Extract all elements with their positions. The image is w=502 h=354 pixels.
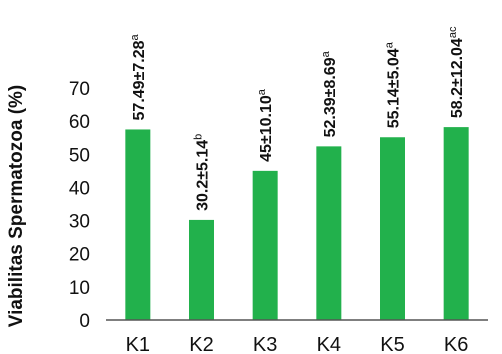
category-label: K6 <box>444 334 468 354</box>
data-label: 52.39±8.69a <box>320 50 339 137</box>
data-label-value: 57.49±7.28 <box>131 40 148 120</box>
bar <box>252 170 278 320</box>
data-label: 58.2±12.04ac <box>447 26 466 118</box>
bar <box>316 146 342 320</box>
y-tick-label: 60 <box>69 112 90 133</box>
data-label-value: 58.2±12.04 <box>449 38 466 118</box>
data-label-superscript: a <box>384 41 396 48</box>
y-axis-ticks: 0 10 20 30 40 50 60 70 <box>69 79 90 332</box>
category-label: K2 <box>189 334 213 354</box>
data-label-superscript: a <box>320 50 332 57</box>
category-label: K5 <box>380 334 404 354</box>
data-label-value: 55.14±5.04 <box>386 48 403 128</box>
data-label: 30.2±5.14b <box>193 134 212 211</box>
x-axis-categories: K1 K2 K3 K4 K5 K6 <box>126 334 469 354</box>
data-label-value: 30.2±5.14 <box>195 140 212 211</box>
y-tick-label: 70 <box>69 79 90 100</box>
y-tick-label: 30 <box>69 212 90 233</box>
bar <box>443 127 469 320</box>
bar <box>189 219 214 320</box>
bars <box>125 127 469 320</box>
data-label: 57.49±7.28a <box>129 33 148 120</box>
bar <box>125 129 151 320</box>
data-label-value: 52.39±8.69 <box>322 57 339 137</box>
data-label-superscript: b <box>193 134 205 140</box>
category-label: K1 <box>126 334 150 354</box>
data-label-superscript: a <box>256 88 268 95</box>
data-label: 55.14±5.04a <box>384 41 403 128</box>
data-label-value: 45±10.10 <box>258 95 275 162</box>
y-tick-label: 20 <box>69 245 90 266</box>
y-tick-label: 40 <box>69 178 90 199</box>
y-axis-label: Viabilitas Spermatozoa (%) <box>6 85 27 328</box>
y-tick-label: 0 <box>79 311 90 332</box>
data-label-superscript: ac <box>447 26 459 38</box>
data-label: 45±10.10a <box>256 88 275 162</box>
category-label: K3 <box>253 334 277 354</box>
category-label: K4 <box>317 334 341 354</box>
bar <box>380 137 405 320</box>
y-tick-label: 10 <box>69 278 90 299</box>
y-tick-label: 50 <box>69 145 90 166</box>
data-label-superscript: a <box>129 33 141 40</box>
